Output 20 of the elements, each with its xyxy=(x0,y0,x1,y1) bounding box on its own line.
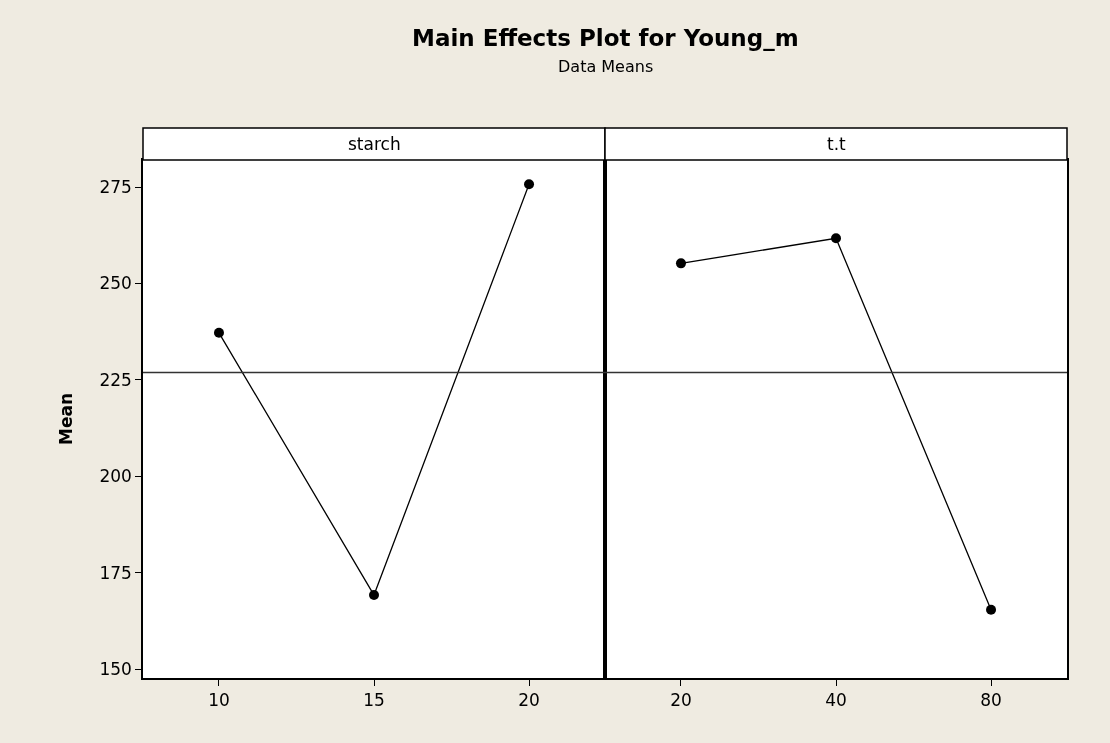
y-tick-label: 250 xyxy=(99,273,132,294)
x-tick-label: 20 xyxy=(518,690,540,711)
text: Data Means xyxy=(558,57,654,76)
y-tick-label: 150 xyxy=(99,659,132,680)
x-tick-label: 40 xyxy=(825,690,847,711)
y-tick-label: 275 xyxy=(99,176,132,197)
chart-title: t.t xyxy=(827,134,847,154)
point xyxy=(213,327,224,338)
point xyxy=(524,179,535,190)
y-tick-label: 175 xyxy=(99,562,132,583)
x-tick-label: 15 xyxy=(363,690,385,711)
text: Main Effects Plot for Young_m xyxy=(412,25,799,51)
y-tick-label: 225 xyxy=(99,369,132,390)
point xyxy=(369,590,379,601)
y-tick-label: 200 xyxy=(99,466,132,487)
x-tick-label: 10 xyxy=(208,690,230,711)
x-tick-label: 20 xyxy=(670,690,692,711)
chart-title: starch xyxy=(348,134,401,154)
x-tick-label: 80 xyxy=(980,690,1002,711)
y-axis-title: Mean xyxy=(56,392,77,446)
